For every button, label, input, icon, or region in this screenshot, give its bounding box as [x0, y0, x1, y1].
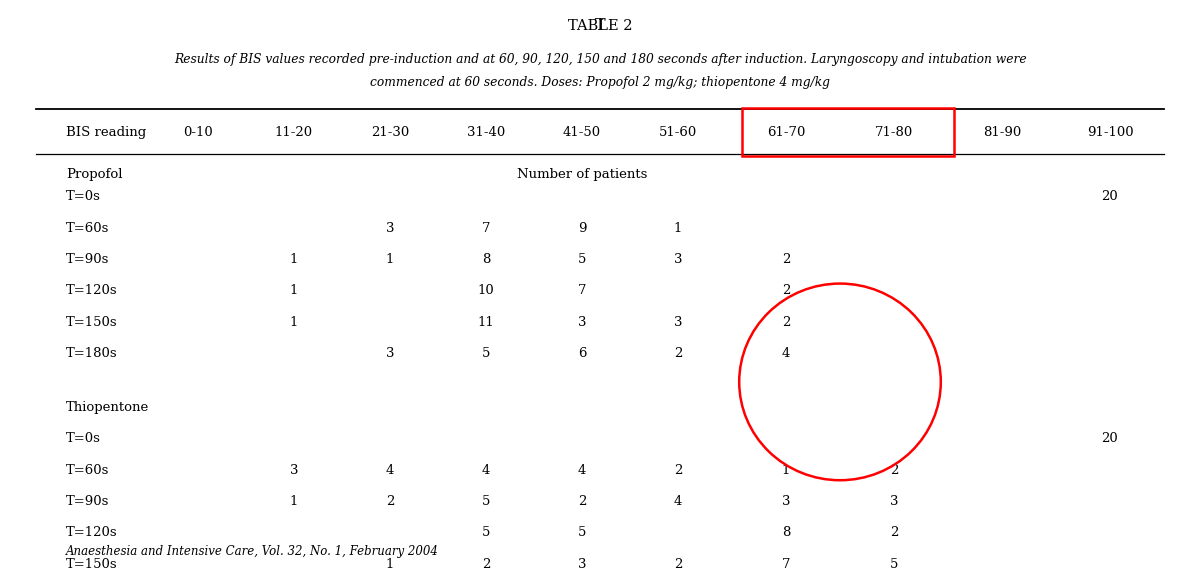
Text: 1: 1	[290, 284, 298, 297]
Text: Number of patients: Number of patients	[517, 169, 647, 181]
Text: T: T	[595, 17, 605, 34]
Text: 2: 2	[782, 253, 790, 266]
Text: T=120s: T=120s	[66, 527, 118, 539]
Text: T=0s: T=0s	[66, 190, 101, 203]
Text: 2: 2	[782, 316, 790, 328]
Text: 5: 5	[482, 527, 490, 539]
Text: 11: 11	[478, 316, 494, 328]
Text: T=60s: T=60s	[66, 464, 109, 477]
Text: 3: 3	[385, 222, 395, 234]
Text: 4: 4	[782, 347, 790, 360]
Text: 5: 5	[482, 347, 490, 360]
Text: 3: 3	[889, 495, 899, 508]
Text: 7: 7	[577, 284, 587, 297]
Text: 1: 1	[674, 222, 682, 234]
Text: 41-50: 41-50	[563, 126, 601, 139]
Text: T=90s: T=90s	[66, 253, 109, 266]
Text: TABLE 2: TABLE 2	[568, 19, 632, 32]
Text: 2: 2	[782, 284, 790, 297]
Text: Anaesthesia and Intensive Care, Vol. 32, No. 1, February 2004: Anaesthesia and Intensive Care, Vol. 32,…	[66, 545, 439, 558]
Text: BIS reading: BIS reading	[66, 126, 146, 139]
Text: 5: 5	[890, 558, 898, 570]
Text: 8: 8	[482, 253, 490, 266]
Text: 11-20: 11-20	[275, 126, 313, 139]
Text: 8: 8	[782, 527, 790, 539]
Text: 21-30: 21-30	[371, 126, 409, 139]
Text: 4: 4	[482, 464, 490, 477]
Text: 1: 1	[290, 495, 298, 508]
Text: T=180s: T=180s	[66, 347, 118, 360]
Text: Results of BIS values recorded pre-induction and at 60, 90, 120, 150 and 180 sec: Results of BIS values recorded pre-induc…	[174, 54, 1026, 66]
Text: 20: 20	[1102, 433, 1118, 445]
Text: 3: 3	[673, 316, 683, 328]
Text: 3: 3	[577, 316, 587, 328]
Text: 20: 20	[1102, 190, 1118, 203]
Text: 5: 5	[482, 495, 490, 508]
Text: T=0s: T=0s	[66, 433, 101, 445]
Text: 2: 2	[578, 495, 586, 508]
Text: 5: 5	[578, 253, 586, 266]
Text: 6: 6	[577, 347, 587, 360]
Text: 2: 2	[674, 558, 682, 570]
Text: 81-90: 81-90	[983, 126, 1021, 139]
Text: 1: 1	[782, 464, 790, 477]
Text: 3: 3	[781, 495, 791, 508]
Text: 2: 2	[890, 464, 898, 477]
Text: 7: 7	[781, 558, 791, 570]
Text: 1: 1	[386, 558, 394, 570]
Text: 71-80: 71-80	[875, 126, 913, 139]
Text: T=90s: T=90s	[66, 495, 109, 508]
Text: T=120s: T=120s	[66, 284, 118, 297]
Text: 2: 2	[674, 347, 682, 360]
Text: Thiopentone: Thiopentone	[66, 401, 149, 414]
Text: T=150s: T=150s	[66, 316, 118, 328]
Text: 2: 2	[674, 464, 682, 477]
Text: 31-40: 31-40	[467, 126, 505, 139]
Text: 0-10: 0-10	[184, 126, 212, 139]
Text: T=60s: T=60s	[66, 222, 109, 234]
Text: 51-60: 51-60	[659, 126, 697, 139]
Text: 61-70: 61-70	[767, 126, 805, 139]
Text: 9: 9	[577, 222, 587, 234]
Text: 10: 10	[478, 284, 494, 297]
Text: T=150s: T=150s	[66, 558, 118, 570]
Text: 3: 3	[673, 253, 683, 266]
Text: 3: 3	[385, 347, 395, 360]
Text: 4: 4	[674, 495, 682, 508]
Text: 3: 3	[289, 464, 299, 477]
Text: Propofol: Propofol	[66, 169, 122, 181]
Text: 4: 4	[386, 464, 394, 477]
Bar	[742, 108, 954, 156]
Text: 1: 1	[290, 316, 298, 328]
Text: 7: 7	[481, 222, 491, 234]
Text: 5: 5	[578, 527, 586, 539]
Text: 3: 3	[577, 558, 587, 570]
Text: 91-100: 91-100	[1087, 126, 1133, 139]
Text: 2: 2	[890, 527, 898, 539]
Text: commenced at 60 seconds. Doses: Propofol 2 mg/kg; thiopentone 4 mg/kg: commenced at 60 seconds. Doses: Propofol…	[370, 76, 830, 89]
Text: 1: 1	[290, 253, 298, 266]
Text: 2: 2	[482, 558, 490, 570]
Text: 4: 4	[578, 464, 586, 477]
Text: 1: 1	[386, 253, 394, 266]
Text: 2: 2	[386, 495, 394, 508]
